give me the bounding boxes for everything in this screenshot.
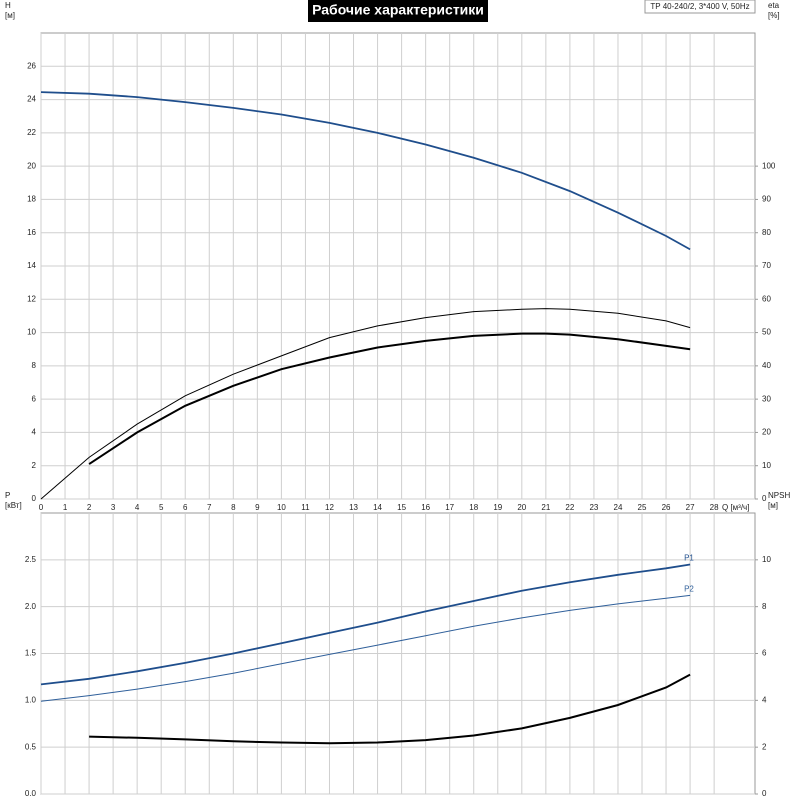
y2-tick-label: 60 (762, 294, 771, 303)
x-tick-label: 17 (445, 503, 454, 512)
x-tick-label: 8 (231, 503, 236, 512)
x-tick-label: 26 (662, 503, 671, 512)
x-tick-label: 23 (589, 503, 598, 512)
y2-tick-label: 40 (762, 361, 771, 370)
y2-tick-label: 10 (762, 461, 771, 470)
y-tick-label: 0.5 (25, 742, 37, 751)
y2-axis-label: eta (768, 1, 780, 10)
y2-axis-label: NPSH (768, 491, 790, 500)
title-box (308, 0, 488, 22)
y2-tick-label: 90 (762, 195, 771, 204)
y-tick-label: 1.5 (25, 649, 37, 658)
x-tick-label: 0 (39, 503, 44, 512)
series-line (40, 308, 691, 500)
x-tick-label: 2 (87, 503, 92, 512)
x-tick-label: 5 (159, 503, 164, 512)
x-tick-label: 7 (207, 503, 212, 512)
y-tick-label: 4 (32, 428, 37, 437)
x-tick-label: 15 (397, 503, 406, 512)
x-tick-label: 6 (183, 503, 188, 512)
x-tick-label: 1 (63, 503, 68, 512)
y-tick-label: 16 (27, 228, 36, 237)
y2-tick-label: 4 (762, 695, 767, 704)
x-tick-label: 14 (373, 503, 382, 512)
x-tick-label: 19 (493, 503, 502, 512)
annotation: TP 40-240/2, 3*400 V, 50Hz (650, 2, 749, 11)
y2-axis-label: [%] (768, 11, 780, 20)
x-tick-label: 25 (638, 503, 647, 512)
y2-tick-label: 30 (762, 394, 771, 403)
x-tick-label: 27 (686, 503, 695, 512)
y2-axis-label: [м] (768, 501, 778, 510)
series-line (40, 91, 691, 251)
y2-tick-label: 8 (762, 602, 767, 611)
x-tick-label: 28 (710, 503, 719, 512)
y-tick-label: 8 (32, 361, 37, 370)
series-label: P2 (684, 585, 694, 594)
x-tick-label: 13 (349, 503, 358, 512)
y-axis-label: H (5, 1, 11, 10)
y2-tick-label: 10 (762, 555, 771, 564)
x-tick-label: 11 (301, 503, 310, 512)
y-axis-label: [м] (5, 11, 15, 20)
y2-tick-label: 0 (762, 494, 767, 503)
y-tick-label: 1.0 (25, 695, 37, 704)
y2-tick-label: 0 (762, 789, 767, 798)
x-tick-label: 12 (325, 503, 334, 512)
y2-tick-label: 2 (762, 742, 767, 751)
x-tick-label: 4 (135, 503, 140, 512)
y-tick-label: 26 (27, 61, 36, 70)
x-tick-label: 24 (614, 503, 623, 512)
y-tick-label: 0.0 (25, 789, 37, 798)
x-tick-label: 9 (255, 503, 260, 512)
y-tick-label: 20 (27, 161, 36, 170)
y-tick-label: 2.0 (25, 602, 37, 611)
x-tick-label: 3 (111, 503, 116, 512)
y-axis-label: [кВт] (5, 501, 22, 510)
x-axis-label: Q [м³/ч] (722, 503, 749, 512)
y-tick-label: 2.5 (25, 555, 37, 564)
y-tick-label: 18 (27, 195, 36, 204)
y2-tick-label: 50 (762, 328, 771, 337)
y-tick-label: 6 (32, 394, 37, 403)
series-line (40, 594, 691, 702)
y-tick-label: 0 (32, 494, 37, 503)
series-line (88, 332, 691, 465)
series-line (40, 563, 691, 686)
x-tick-label: 10 (277, 503, 286, 512)
chart-title: Рабочие характеристики (312, 2, 484, 18)
y2-tick-label: 100 (762, 161, 776, 170)
x-tick-label: 21 (541, 503, 550, 512)
x-tick-label: 18 (469, 503, 478, 512)
y2-tick-label: 80 (762, 228, 771, 237)
annotation-box (644, 0, 756, 14)
x-tick-label: 16 (421, 503, 430, 512)
series-label: P1 (684, 554, 694, 563)
y-tick-label: 24 (27, 95, 36, 104)
y2-tick-label: 6 (762, 649, 767, 658)
y-tick-label: 14 (27, 261, 36, 270)
x-tick-label: 22 (565, 503, 574, 512)
x-tick-label: 20 (517, 503, 526, 512)
series-line (89, 673, 691, 745)
y-tick-label: 12 (27, 294, 36, 303)
y-tick-label: 22 (27, 128, 36, 137)
y-tick-label: 2 (32, 461, 37, 470)
y-tick-label: 10 (27, 328, 36, 337)
y-axis-label: P (5, 491, 10, 500)
y2-tick-label: 70 (762, 261, 771, 270)
y2-tick-label: 20 (762, 428, 771, 437)
